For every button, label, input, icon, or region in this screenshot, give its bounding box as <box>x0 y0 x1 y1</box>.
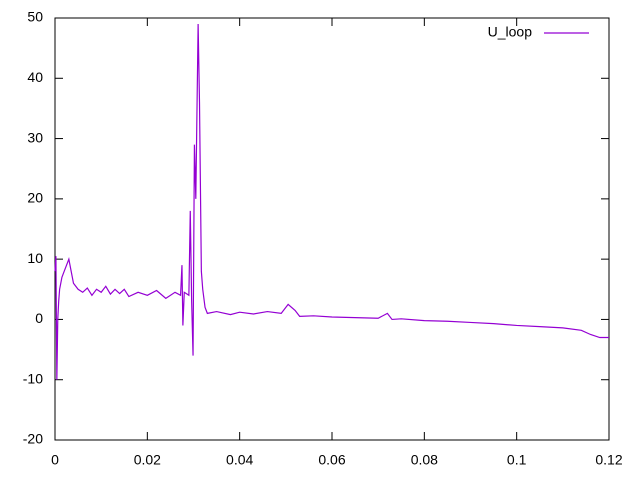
x-tick-label: 0.12 <box>595 452 622 468</box>
y-tick-label: 30 <box>27 129 43 145</box>
legend-label: U_loop <box>488 24 533 40</box>
x-tick-label: 0.02 <box>134 452 161 468</box>
y-tick-label: 0 <box>35 310 43 326</box>
x-tick-label: 0.04 <box>226 452 253 468</box>
x-tick-label: 0.08 <box>411 452 438 468</box>
y-tick-label: 40 <box>27 69 43 85</box>
plot-frame <box>54 17 610 441</box>
y-tick-label: 50 <box>27 9 43 25</box>
x-tick-label: 0.1 <box>507 452 527 468</box>
x-tick-label: 0 <box>51 452 59 468</box>
data-line <box>54 24 609 380</box>
y-tick-label: -10 <box>23 370 43 386</box>
y-tick-label: 10 <box>27 250 43 266</box>
y-tick-label: -20 <box>23 431 43 447</box>
x-tick-label: 0.06 <box>318 452 345 468</box>
y-tick-label: 20 <box>27 190 43 206</box>
